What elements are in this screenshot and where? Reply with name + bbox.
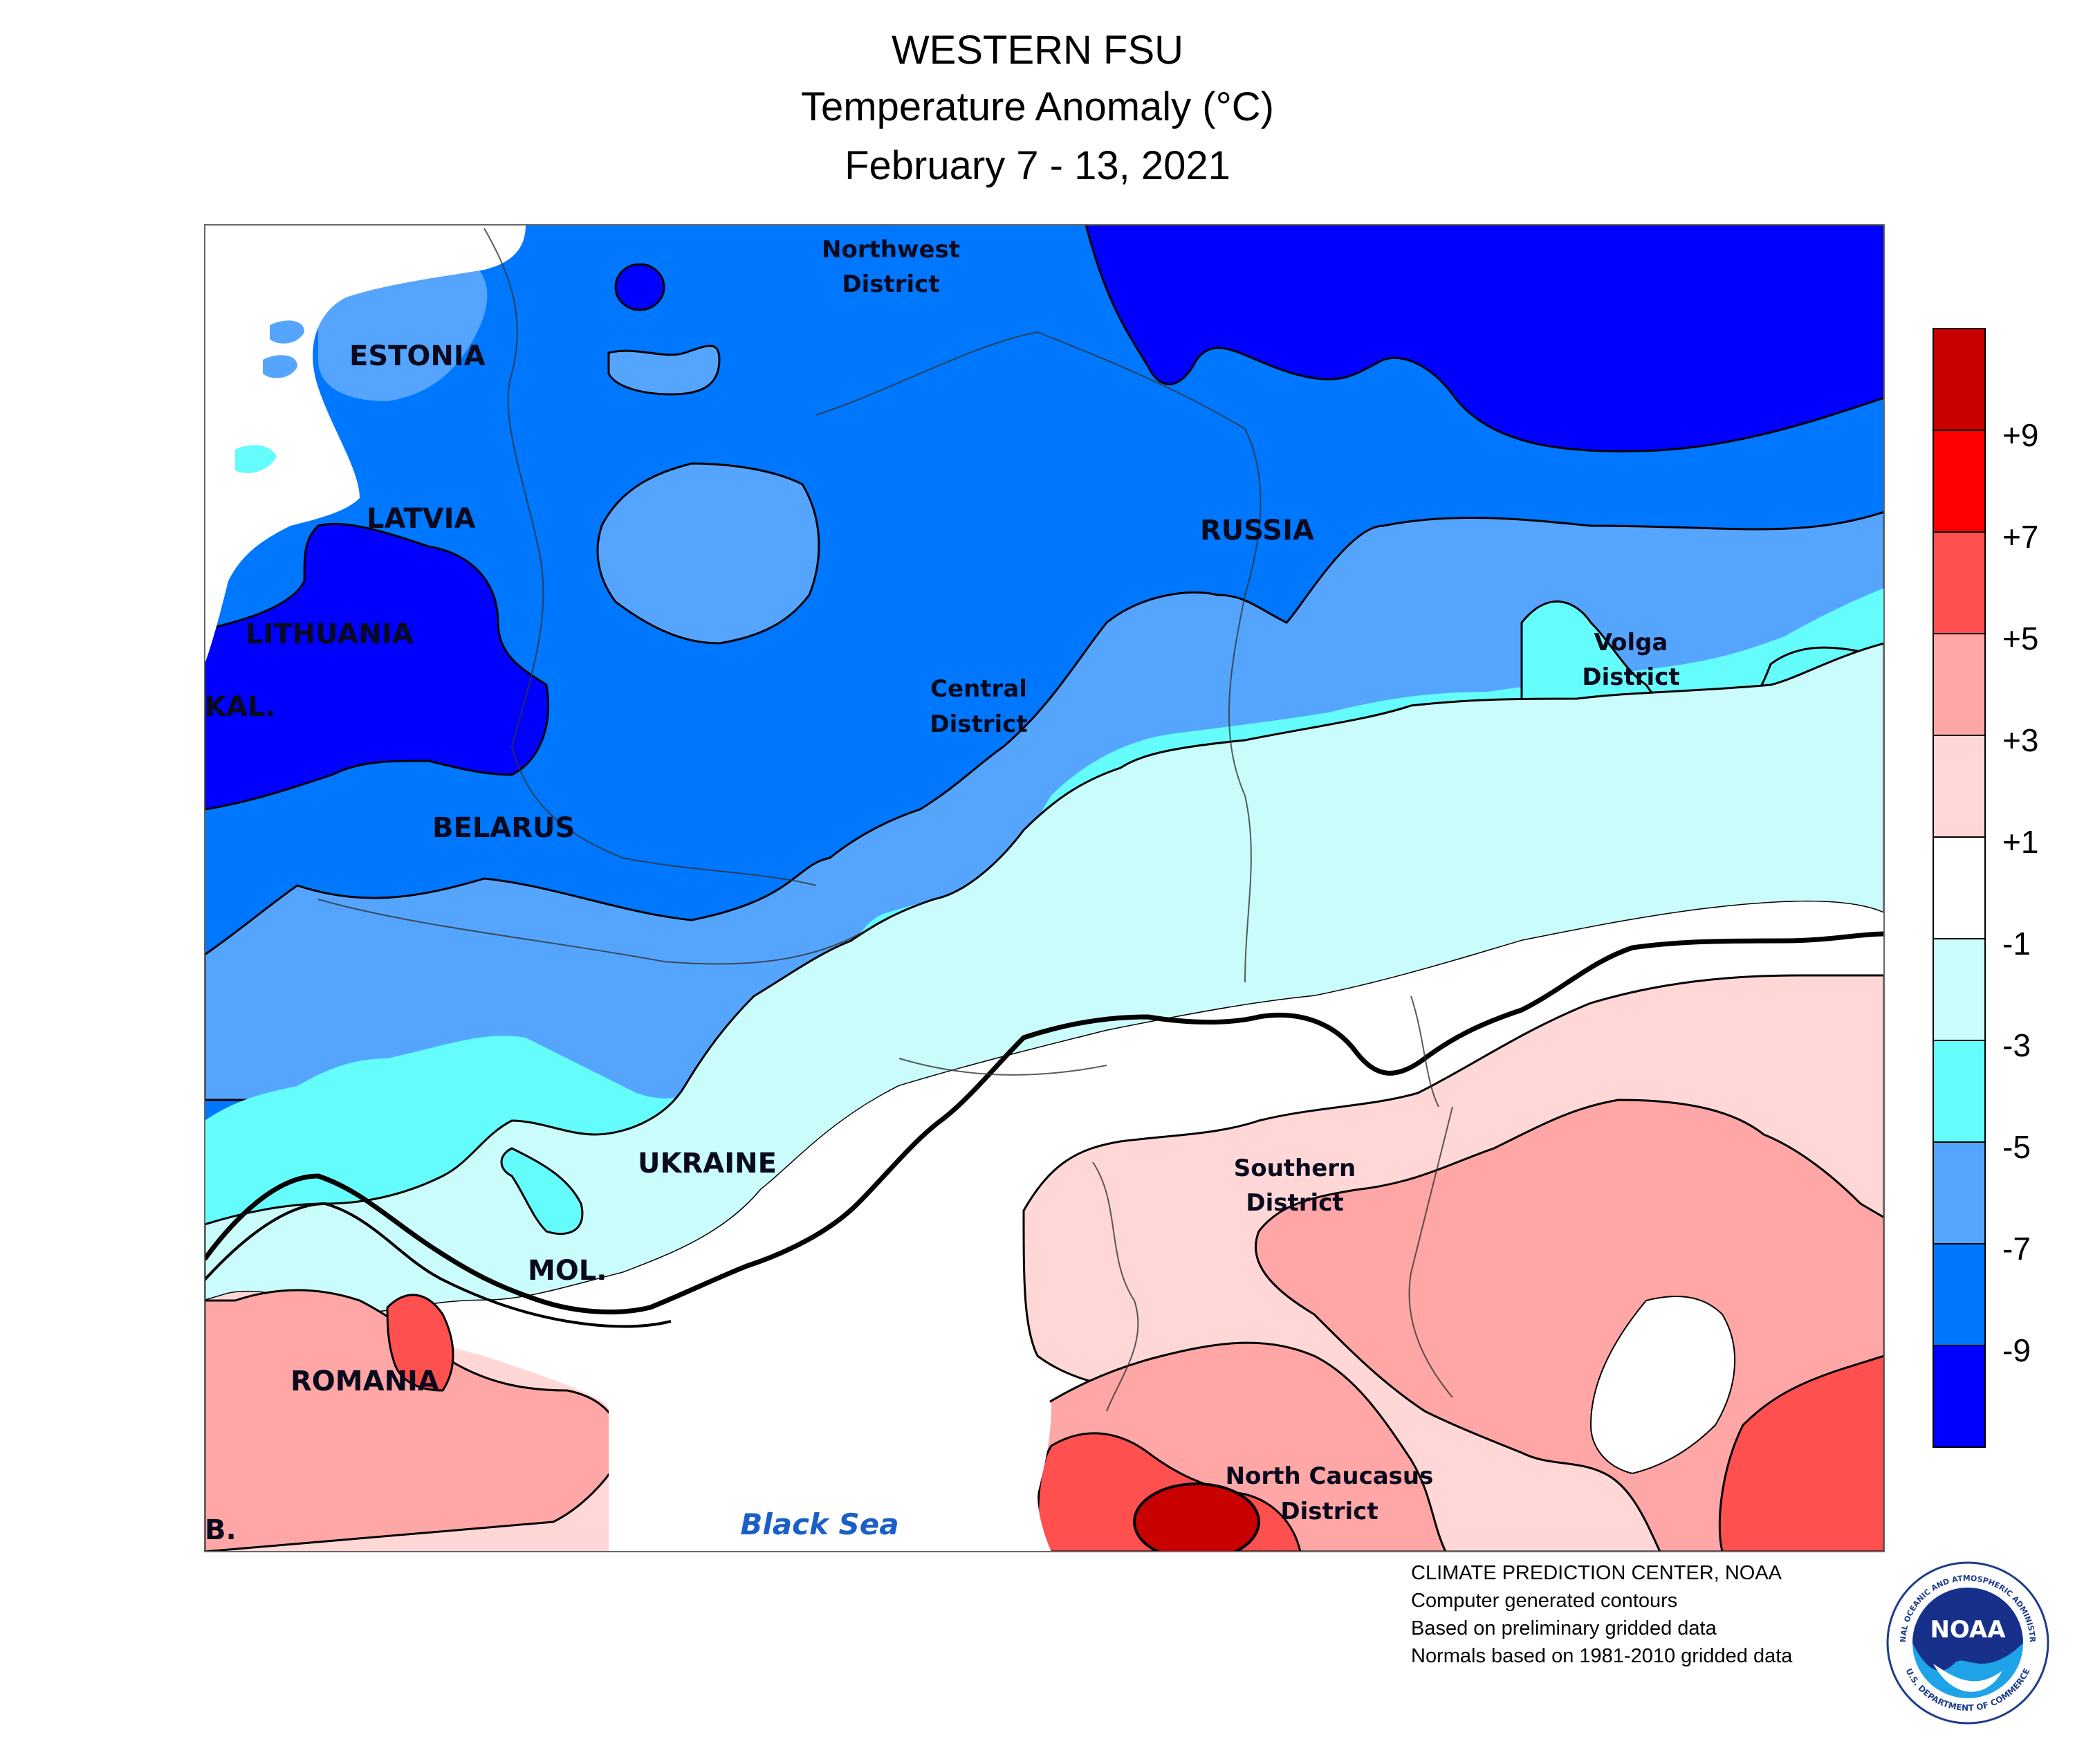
legend-label-plus-9: +9 [2002,417,2039,453]
band-minus-9-northwest [614,263,665,311]
label-estonia: ESTONIA [349,340,486,372]
band-minus-3-to-minus-5-moldova [500,1147,584,1235]
legend-swatch [1933,328,1986,431]
label-northwest-district-2: District [842,270,939,298]
island-2 [263,355,297,378]
legend-label-minus-1: -1 [2002,926,2031,962]
legend-swatch [1933,1243,1986,1346]
svg-text:NOAA: NOAA [1930,1616,2006,1644]
credit-gridded: Based on preliminary gridded data [1411,1617,1717,1639]
legend-swatch [1933,531,1986,634]
band-minus-5-to-minus-7-lake [596,462,820,645]
legend-swatch [1933,1040,1986,1143]
zero-contour-line-2 [205,1202,672,1328]
label-southern-district-2: District [1246,1189,1343,1217]
label-black-sea: Black Sea [740,1507,898,1541]
map-date-range: February 7 - 13, 2021 [845,143,1230,188]
band-plus-5-to-plus-7-east [1718,1354,1884,1552]
band-plus-3-to-plus-5-romania [205,1289,624,1552]
noaa-logo-icon: NATIONAL OCEANIC AND ATMOSPHERIC ADMINIS… [1885,1560,2049,1725]
legend-swatch [1933,938,1986,1041]
label-lithuania: LITHUANIA [246,618,414,650]
contour-layer [205,225,1884,1552]
band-minus-9-northeast [1085,225,1884,452]
zero-contour-line [205,931,1884,1315]
legend-color-bar [1933,328,1986,1448]
label-kaliningrad: KAL. [205,691,276,723]
label-northwest-district-1: Northwest [822,236,960,264]
credit-cpc: CLIMATE PREDICTION CENTER, NOAA [1411,1562,1782,1584]
label-central-district-2: District [930,710,1027,738]
legend-label-minus-3: -3 [2002,1027,2031,1063]
label-latvia: LATVIA [367,503,475,535]
legend-label-plus-3: +3 [2002,722,2039,758]
label-north-caucasus-district-2: District [1280,1498,1378,1525]
legend-swatch [1933,836,1986,939]
band-plus-5-to-plus-7-romania [386,1294,454,1392]
legend-swatch [1933,430,1986,533]
label-volga-district-2: District [1582,663,1679,691]
legend-label-minus-5: -5 [2002,1129,2031,1165]
map-subtitle: Temperature Anomaly (°C) [801,84,1274,129]
legend-label-plus-5: +5 [2002,621,2039,656]
label-russia: RUSSIA [1200,515,1314,546]
band-minus-3-to-minus-5 [205,588,1884,1224]
legend-swatch [1933,633,1986,736]
legend-label-plus-7: +7 [2002,519,2039,555]
legend-swatch [1933,735,1986,838]
label-ukraine: UKRAINE [638,1148,777,1179]
label-volga-district-1: Volga [1594,629,1668,656]
label-southern-district-1: Southern [1234,1155,1356,1182]
legend-label-minus-7: -7 [2002,1231,2031,1267]
credit-contours: Computer generated contours [1411,1590,1678,1612]
legend-label-minus-9: -9 [2002,1332,2031,1368]
label-moldova: MOL. [528,1255,607,1287]
label-belarus: BELARUS [432,812,575,844]
credit-normals: Normals based on 1981-2010 gridded data [1411,1645,1793,1667]
map-frame [204,224,1885,1552]
island-3 [235,445,277,473]
legend-label-plus-1: +1 [2002,824,2039,860]
label-romania: ROMANIA [290,1366,439,1397]
map-title: WESTERN FSU [891,28,1184,73]
borders [317,228,1453,1412]
caspian-white [1589,1296,1736,1475]
label-north-caucasus-district-1: North Caucasus [1226,1462,1434,1490]
legend-swatch [1933,1141,1986,1244]
legend-swatch [1933,1345,1986,1448]
label-bulgaria: B. [205,1514,237,1546]
band-plus-3-to-plus-5-south [1255,1099,1884,1552]
island-1 [270,320,304,344]
band-minus-5-to-minus-7-baltic [607,344,721,396]
black-sea-white [609,1328,1051,1552]
band-plus-9-hotspot [1133,1482,1260,1552]
band-minus-9-baltic [205,522,550,811]
label-central-district-1: Central [930,675,1027,703]
